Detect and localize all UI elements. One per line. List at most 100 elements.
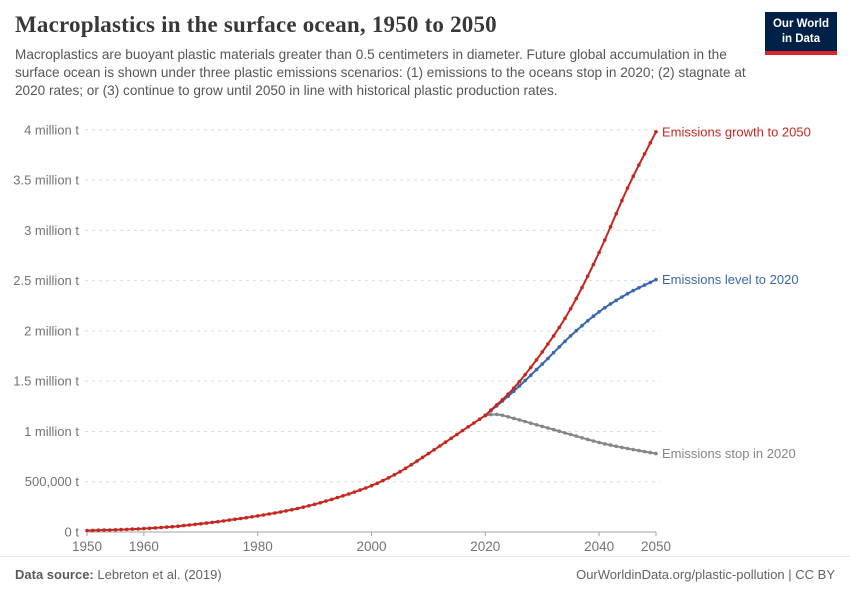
- series-end-label-emissions-growth-2050[interactable]: Emissions growth to 2050: [662, 124, 811, 139]
- series-marker-emissions-growth-2050: [568, 307, 573, 311]
- series-marker-historical-accumulation: [147, 526, 152, 531]
- y-tick-label: 1 million t: [24, 424, 79, 439]
- series-line-historical-accumulation[interactable]: [86, 414, 486, 532]
- series-marker-emissions-stop-2020: [580, 436, 584, 440]
- series-end-label-emissions-stop-2020[interactable]: Emissions stop in 2020: [662, 446, 796, 461]
- owid-logo-line2: in Data: [781, 32, 821, 45]
- series-marker-historical-accumulation: [483, 413, 488, 418]
- series-marker-historical-accumulation: [415, 459, 419, 463]
- series-marker-historical-accumulation: [312, 502, 317, 507]
- series-marker-emissions-stop-2020: [648, 450, 653, 455]
- series-marker-historical-accumulation: [472, 421, 476, 425]
- series-marker-emissions-stop-2020: [540, 424, 544, 429]
- series-marker-historical-accumulation: [341, 494, 345, 498]
- series-marker-emissions-stop-2020: [625, 446, 630, 451]
- series-marker-historical-accumulation: [267, 512, 271, 516]
- series-marker-emissions-stop-2020: [557, 429, 562, 434]
- series-marker-historical-accumulation: [284, 509, 288, 513]
- x-tick-label: 2050: [641, 539, 671, 554]
- series-marker-emissions-level-2020: [620, 295, 624, 299]
- page-title: Macroplastics in the surface ocean, 1950…: [15, 12, 497, 37]
- series-marker-emissions-level-2020: [523, 378, 527, 383]
- series-marker-historical-accumulation: [364, 486, 368, 490]
- y-tick-label: 2 million t: [24, 323, 79, 338]
- series-marker-emissions-growth-2050: [517, 379, 522, 384]
- series-marker-historical-accumulation: [324, 499, 328, 503]
- attribution: OurWorldinData.org/plastic-pollution | C…: [576, 567, 835, 582]
- series-marker-emissions-stop-2020: [614, 444, 618, 449]
- series-marker-historical-accumulation: [466, 425, 471, 429]
- data-source: Data source: Lebreton et al. (2019): [15, 567, 222, 582]
- series-marker-emissions-level-2020: [534, 367, 539, 372]
- series-marker-emissions-level-2020: [614, 298, 618, 303]
- series-marker-historical-accumulation: [90, 528, 95, 533]
- series-line-emissions-level-2020[interactable]: [484, 278, 657, 417]
- series-line-emissions-growth-2050[interactable]: [484, 131, 657, 417]
- owid-logo-line1: Our World: [772, 18, 829, 30]
- series-marker-historical-accumulation: [381, 478, 385, 483]
- series-marker-historical-accumulation: [170, 524, 175, 529]
- series-marker-emissions-growth-2050: [654, 130, 658, 134]
- series-marker-emissions-stop-2020: [654, 451, 658, 456]
- series-marker-historical-accumulation: [273, 511, 277, 515]
- series-marker-emissions-level-2020: [631, 288, 635, 293]
- series-marker-emissions-level-2020: [642, 283, 647, 287]
- series-marker-emissions-stop-2020: [563, 431, 567, 435]
- series-marker-historical-accumulation: [455, 432, 459, 437]
- series-end-label-emissions-level-2020[interactable]: Emissions level to 2020: [662, 272, 799, 287]
- y-tick-label: 3.5 million t: [13, 173, 79, 188]
- series-marker-emissions-stop-2020: [597, 440, 601, 445]
- y-tick-label: 3 million t: [24, 223, 79, 238]
- data-source-label: Data source:: [15, 567, 94, 582]
- series-marker-historical-accumulation: [261, 513, 266, 517]
- series-marker-historical-accumulation: [119, 527, 123, 532]
- series-marker-emissions-growth-2050: [585, 274, 590, 279]
- footer-divider: [0, 556, 850, 557]
- owid-logo: Our World in Data: [764, 12, 837, 55]
- series-marker-historical-accumulation: [307, 504, 311, 508]
- series-marker-emissions-stop-2020: [603, 442, 607, 446]
- series-marker-historical-accumulation: [221, 519, 226, 523]
- series-marker-emissions-growth-2050: [534, 358, 539, 362]
- series-marker-emissions-level-2020: [557, 345, 562, 349]
- series-marker-emissions-growth-2050: [614, 211, 618, 216]
- series-marker-historical-accumulation: [477, 417, 482, 422]
- series-marker-historical-accumulation: [210, 520, 214, 525]
- series-marker-emissions-stop-2020: [500, 413, 505, 418]
- series-marker-emissions-level-2020: [529, 373, 533, 378]
- series-marker-emissions-level-2020: [517, 384, 522, 388]
- x-tick-label: 2000: [356, 539, 386, 554]
- series-marker-emissions-growth-2050: [540, 350, 544, 354]
- x-tick-label: 2040: [584, 539, 614, 554]
- series-marker-emissions-stop-2020: [591, 439, 596, 443]
- series-marker-historical-accumulation: [193, 522, 197, 527]
- series-marker-historical-accumulation: [335, 495, 340, 500]
- series-marker-historical-accumulation: [142, 526, 146, 531]
- series-marker-emissions-growth-2050: [620, 198, 624, 203]
- series-marker-emissions-stop-2020: [506, 415, 510, 419]
- y-tick-label: 1.5 million t: [13, 374, 79, 389]
- series-marker-historical-accumulation: [96, 528, 101, 532]
- series-marker-historical-accumulation: [108, 528, 112, 532]
- series-marker-emissions-level-2020: [603, 305, 607, 310]
- series-marker-emissions-growth-2050: [529, 365, 533, 370]
- y-tick-label: 500,000 t: [25, 474, 80, 489]
- series-marker-emissions-stop-2020: [637, 448, 641, 453]
- series-marker-historical-accumulation: [250, 515, 254, 519]
- series-marker-emissions-level-2020: [654, 277, 658, 282]
- series-marker-historical-accumulation: [420, 455, 425, 460]
- series-marker-emissions-level-2020: [551, 350, 556, 355]
- series-marker-historical-accumulation: [295, 506, 300, 511]
- series-marker-historical-accumulation: [130, 527, 135, 531]
- series-marker-emissions-growth-2050: [506, 392, 510, 397]
- chart-header: Macroplastics in the surface ocean, 1950…: [15, 12, 765, 100]
- series-marker-historical-accumulation: [438, 444, 442, 448]
- series-marker-emissions-growth-2050: [523, 372, 527, 377]
- series-marker-emissions-stop-2020: [620, 445, 624, 450]
- series-marker-emissions-growth-2050: [637, 163, 641, 167]
- series-marker-emissions-level-2020: [625, 291, 630, 296]
- series-marker-emissions-growth-2050: [642, 152, 647, 156]
- series-marker-historical-accumulation: [460, 428, 465, 433]
- series-marker-historical-accumulation: [443, 440, 448, 445]
